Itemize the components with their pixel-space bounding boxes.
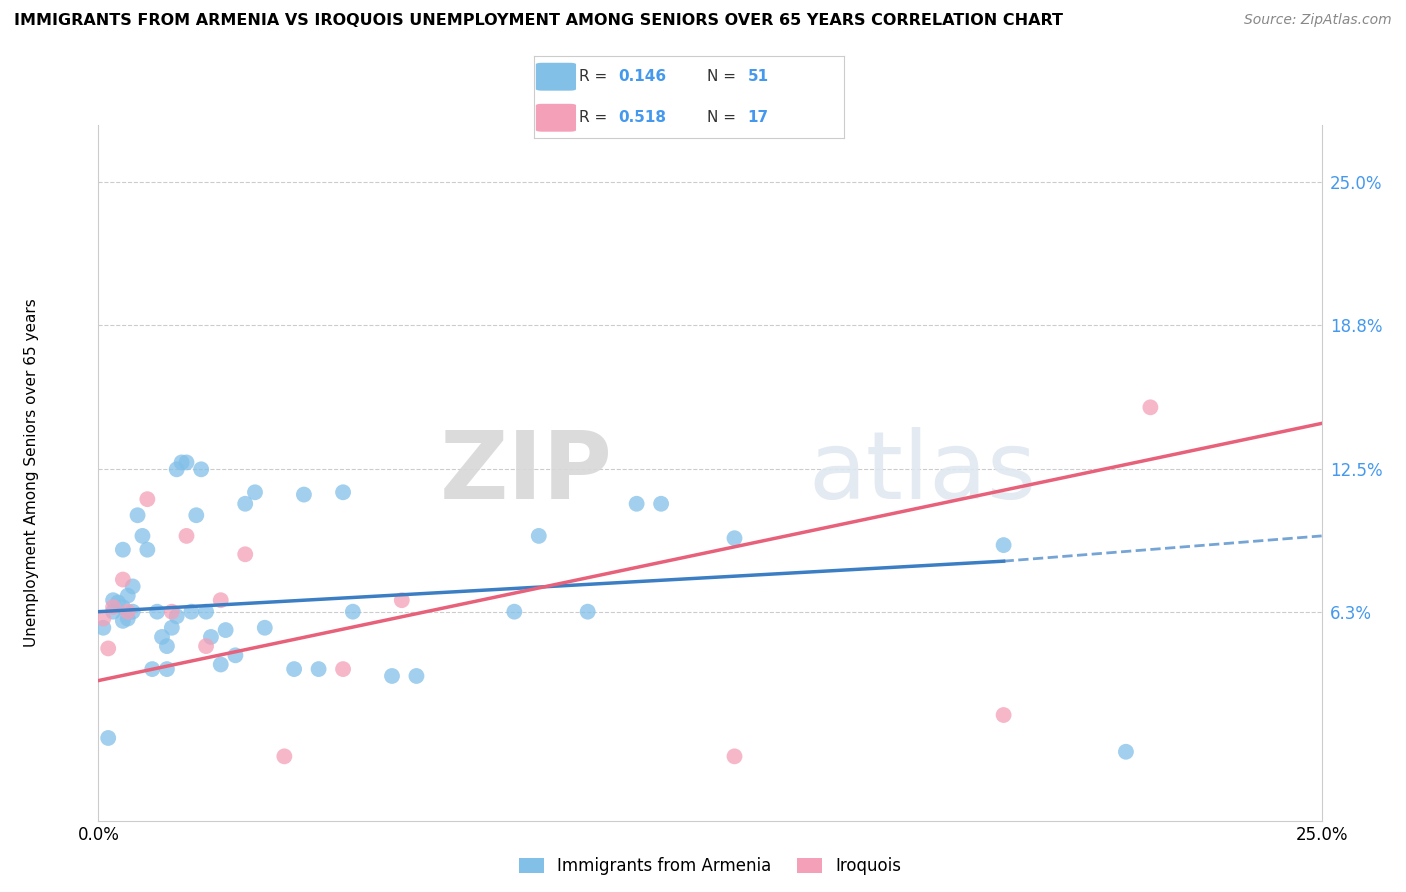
Point xyxy=(576,605,599,619)
Point xyxy=(190,462,212,476)
Point xyxy=(273,749,295,764)
Point xyxy=(156,639,179,653)
Point xyxy=(195,605,218,619)
Point xyxy=(332,662,354,676)
Point xyxy=(97,641,120,656)
Text: R =: R = xyxy=(579,70,612,84)
Point xyxy=(195,639,218,653)
Point xyxy=(101,593,124,607)
Point xyxy=(723,749,745,764)
Point xyxy=(243,485,266,500)
Point xyxy=(121,579,143,593)
Text: R =: R = xyxy=(579,111,612,125)
Point xyxy=(723,531,745,545)
Point xyxy=(224,648,246,663)
Point xyxy=(136,542,159,557)
Point xyxy=(176,455,198,469)
Point xyxy=(97,731,120,745)
Point xyxy=(176,529,198,543)
Text: atlas: atlas xyxy=(808,426,1036,519)
Legend: Immigrants from Armenia, Iroquois: Immigrants from Armenia, Iroquois xyxy=(512,851,908,882)
Point xyxy=(136,492,159,507)
Point xyxy=(141,662,163,676)
Point xyxy=(381,669,404,683)
Text: Unemployment Among Seniors over 65 years: Unemployment Among Seniors over 65 years xyxy=(24,299,38,647)
Point xyxy=(405,669,427,683)
Point xyxy=(150,630,173,644)
Point xyxy=(626,497,648,511)
Point xyxy=(1139,401,1161,415)
Point xyxy=(127,508,149,523)
Text: N =: N = xyxy=(707,70,741,84)
Point xyxy=(117,605,139,619)
Point xyxy=(233,547,256,561)
Point xyxy=(166,609,188,624)
Point xyxy=(214,623,236,637)
Point xyxy=(131,529,153,543)
Text: 0.518: 0.518 xyxy=(617,111,666,125)
Point xyxy=(160,621,183,635)
Point xyxy=(117,589,139,603)
Point xyxy=(200,630,222,644)
Point xyxy=(107,595,129,609)
Point xyxy=(91,621,114,635)
Point xyxy=(111,600,134,615)
Point xyxy=(146,605,169,619)
Point xyxy=(91,611,114,625)
Text: 51: 51 xyxy=(748,70,769,84)
Point xyxy=(209,657,232,672)
Point xyxy=(111,542,134,557)
Point xyxy=(332,485,354,500)
Point xyxy=(166,462,188,476)
Point xyxy=(209,593,232,607)
Point xyxy=(527,529,550,543)
Point xyxy=(111,573,134,587)
FancyBboxPatch shape xyxy=(536,62,576,91)
Point xyxy=(121,605,143,619)
Point xyxy=(170,455,193,469)
Text: 17: 17 xyxy=(748,111,769,125)
Point xyxy=(186,508,208,523)
Point xyxy=(117,611,139,625)
Point xyxy=(342,605,364,619)
Point xyxy=(283,662,305,676)
Text: N =: N = xyxy=(707,111,741,125)
Point xyxy=(993,538,1015,552)
Point xyxy=(156,662,179,676)
Point xyxy=(101,600,124,615)
Point xyxy=(233,497,256,511)
Point xyxy=(391,593,413,607)
Point xyxy=(1115,745,1137,759)
FancyBboxPatch shape xyxy=(536,103,576,132)
Point xyxy=(180,605,202,619)
Point xyxy=(292,487,315,501)
Text: Source: ZipAtlas.com: Source: ZipAtlas.com xyxy=(1244,13,1392,28)
Point xyxy=(503,605,526,619)
Point xyxy=(308,662,330,676)
Point xyxy=(101,605,124,619)
Text: ZIP: ZIP xyxy=(439,426,612,519)
Point xyxy=(111,614,134,628)
Text: 0.146: 0.146 xyxy=(617,70,666,84)
Text: IMMIGRANTS FROM ARMENIA VS IROQUOIS UNEMPLOYMENT AMONG SENIORS OVER 65 YEARS COR: IMMIGRANTS FROM ARMENIA VS IROQUOIS UNEM… xyxy=(14,13,1063,29)
Point xyxy=(993,708,1015,723)
Point xyxy=(160,605,183,619)
Point xyxy=(650,497,672,511)
Point xyxy=(253,621,276,635)
